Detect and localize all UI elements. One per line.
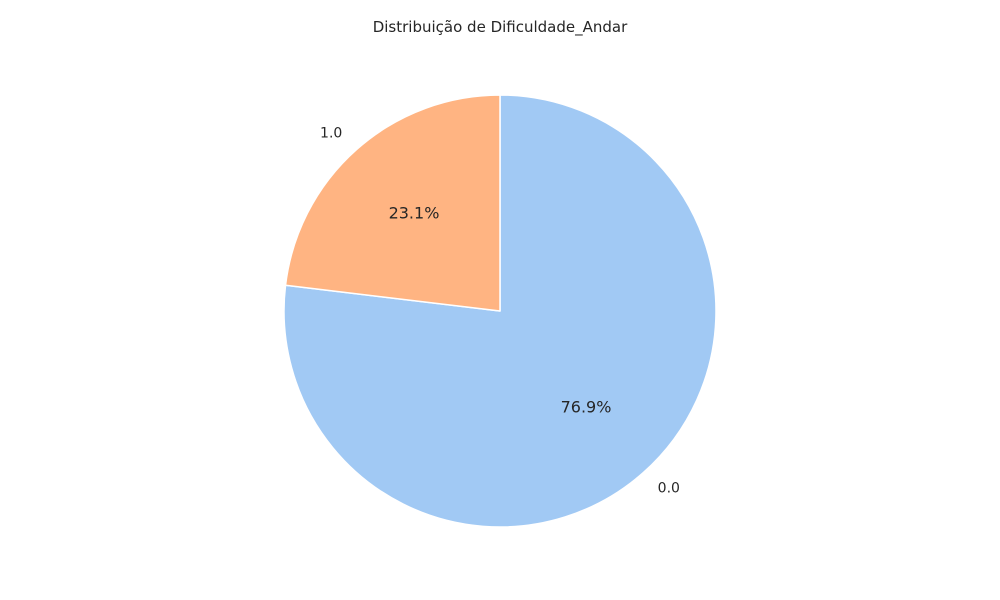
chart-title: Distribuição de Dificuldade_Andar — [373, 18, 628, 37]
slice-label-0.0: 0.0 — [658, 481, 680, 497]
labels-layer: 0.0 76.9% 1.0 23.1% — [320, 125, 680, 496]
slices-layer — [283, 94, 717, 528]
slice-percent-0.0: 76.9% — [561, 397, 612, 416]
slice-percent-1.0: 23.1% — [389, 204, 440, 223]
slice-label-1.0: 1.0 — [320, 125, 342, 141]
pie-slice-1.0 — [284, 94, 501, 312]
